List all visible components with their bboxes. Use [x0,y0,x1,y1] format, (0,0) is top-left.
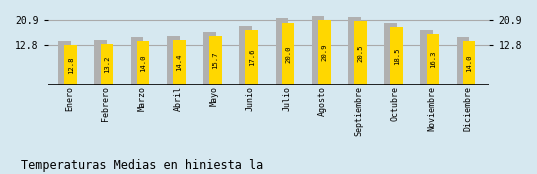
Bar [167,36,179,85]
Bar [318,20,331,85]
Bar [348,17,361,85]
Text: 17.6: 17.6 [249,49,255,66]
Bar [173,40,186,85]
Text: 16.3: 16.3 [430,51,436,68]
Bar [203,32,216,85]
Text: 13.2: 13.2 [104,56,110,73]
Bar [282,23,294,85]
Text: 12.8: 12.8 [68,56,74,74]
Bar [456,37,469,85]
Text: 20.0: 20.0 [285,45,291,63]
Text: 14.0: 14.0 [466,54,472,72]
Bar [240,26,252,85]
Text: 14.4: 14.4 [176,54,183,71]
Bar [64,45,77,85]
Text: 15.7: 15.7 [213,52,219,69]
Text: 20.5: 20.5 [358,44,364,62]
Bar [426,34,439,85]
Text: 20.9: 20.9 [321,44,327,61]
Bar [245,30,258,85]
Bar [58,41,71,85]
Bar [137,41,149,85]
Bar [420,30,433,85]
Bar [275,18,288,85]
Bar [312,16,324,85]
Bar [130,37,143,85]
Bar [463,41,475,85]
Bar [354,21,367,85]
Bar [95,39,107,85]
Bar [384,23,397,85]
Text: 14.0: 14.0 [140,54,146,72]
Bar [390,27,403,85]
Text: 18.5: 18.5 [394,48,400,65]
Bar [209,36,222,85]
Bar [100,44,113,85]
Text: Temperaturas Medias en hiniesta la: Temperaturas Medias en hiniesta la [21,159,264,172]
